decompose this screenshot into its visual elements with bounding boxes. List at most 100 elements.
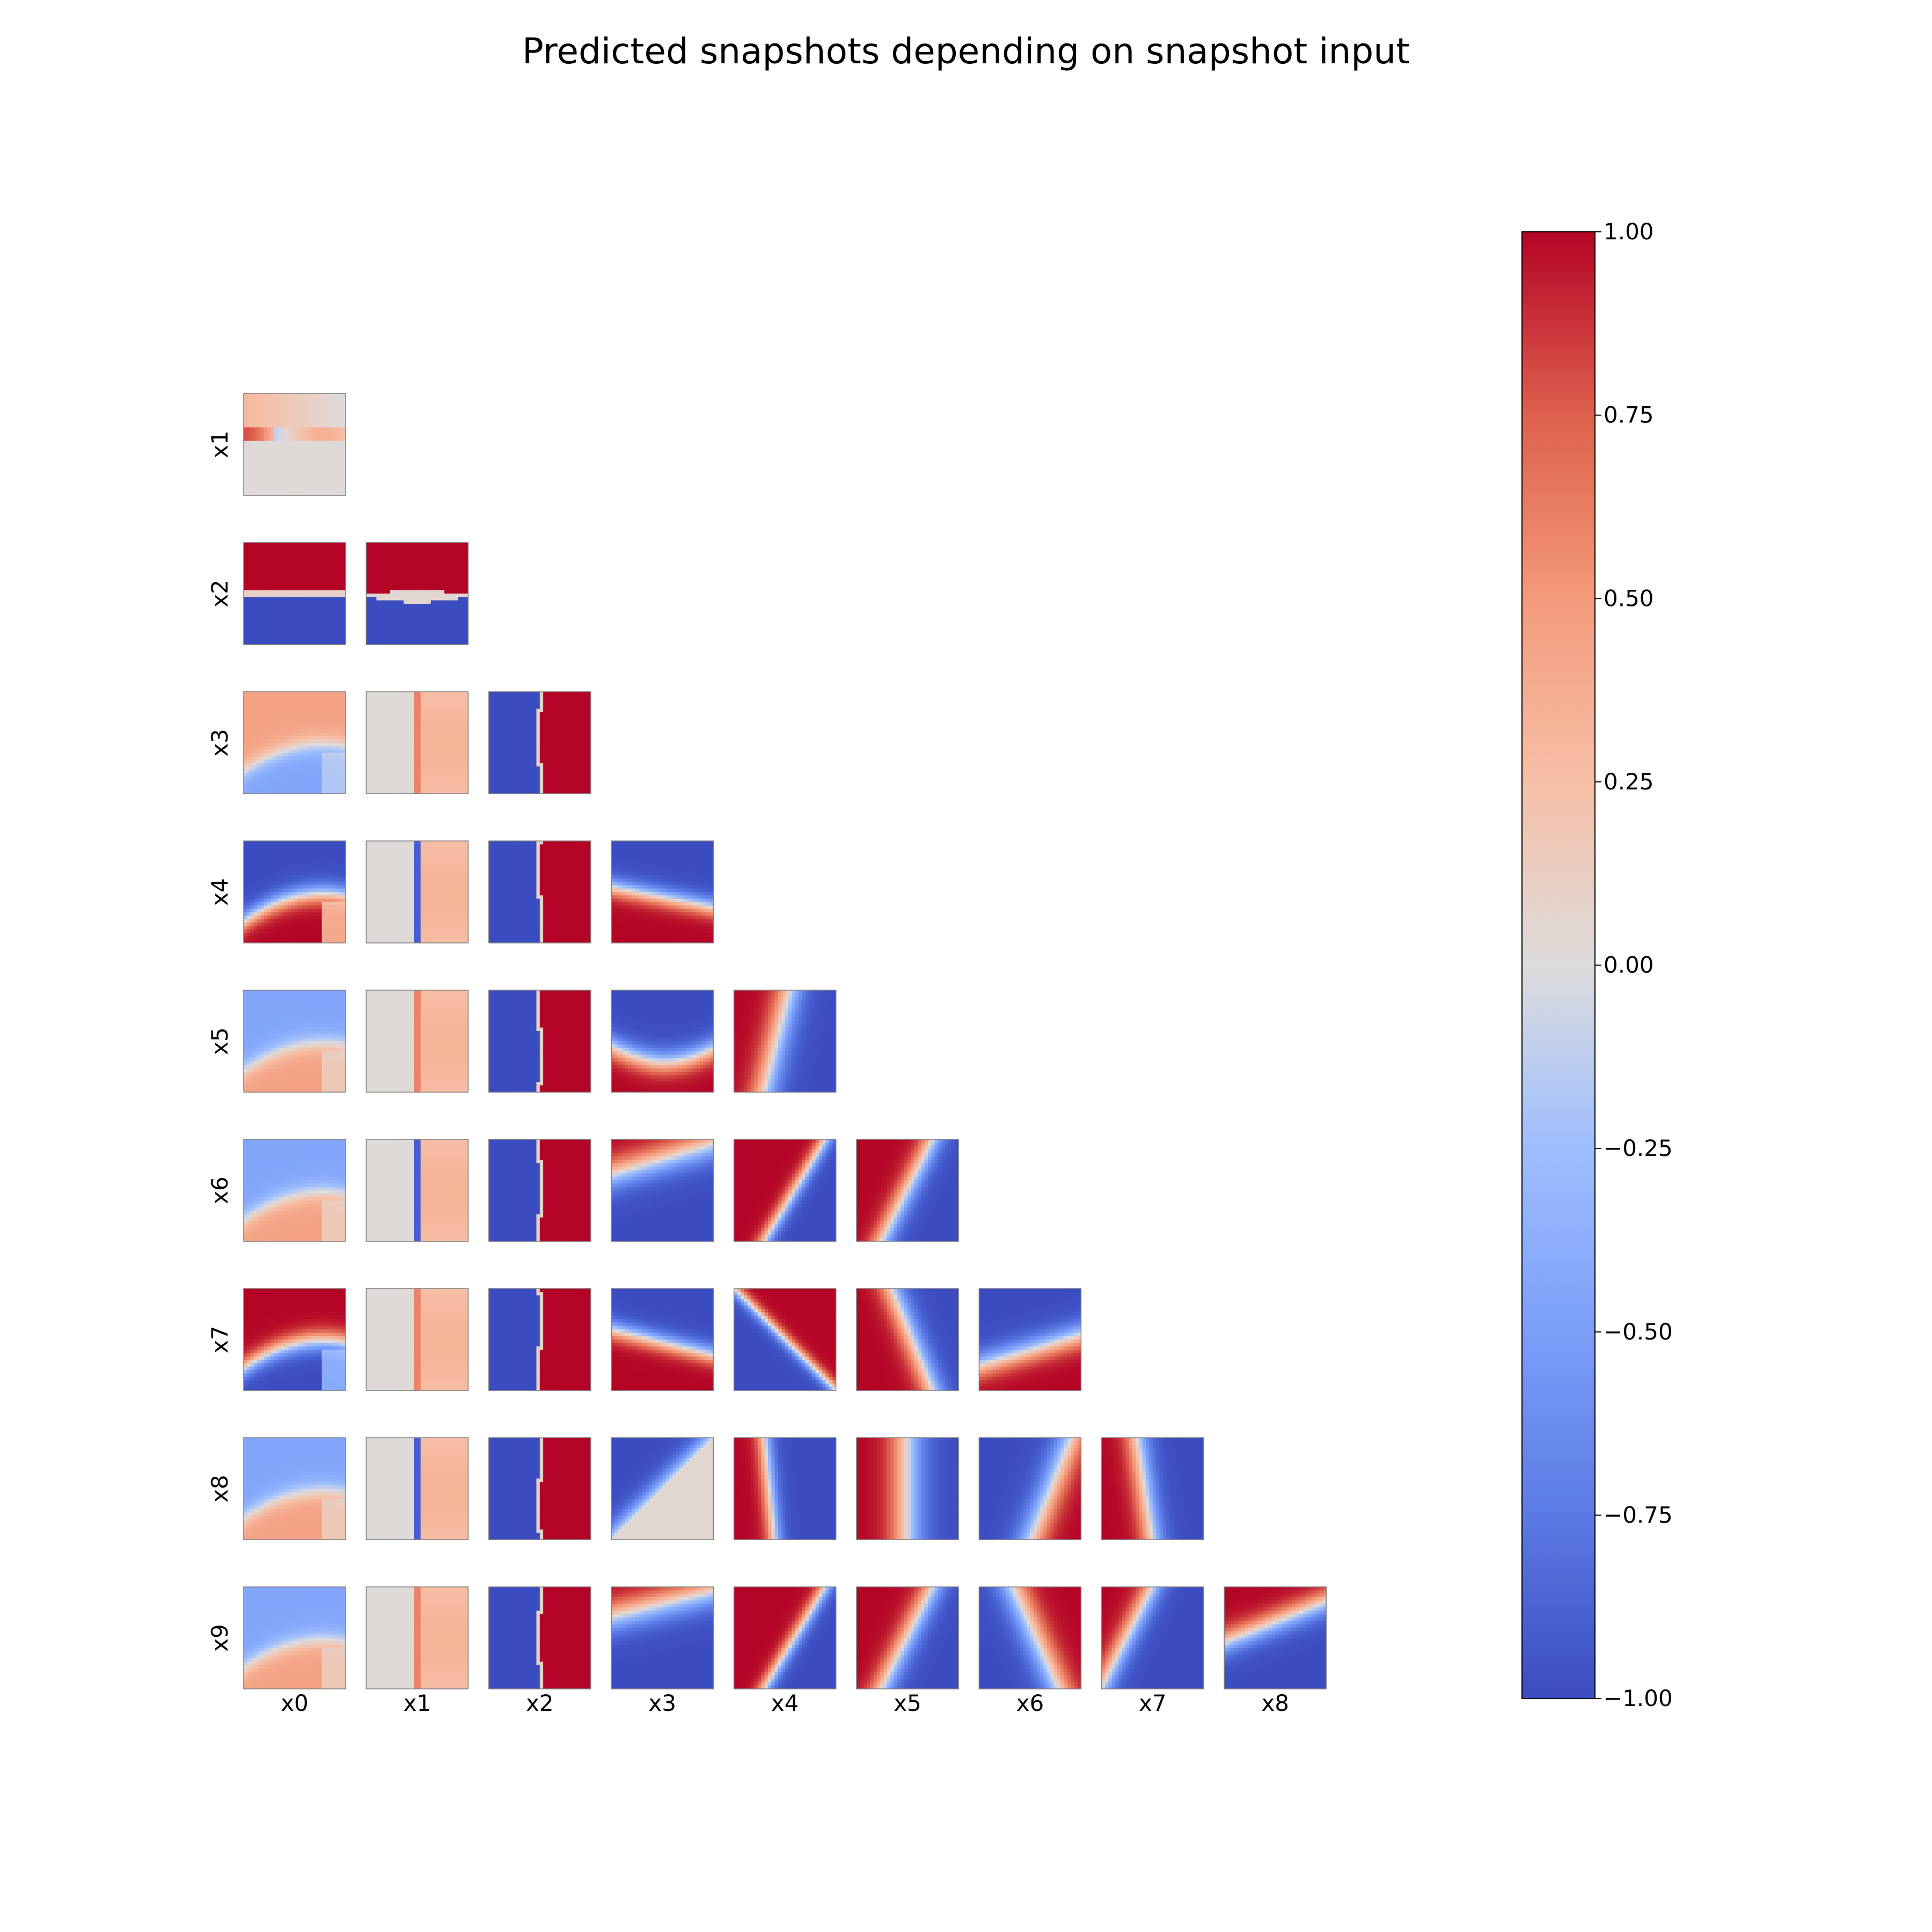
panel-x4-vs-x3 <box>611 840 714 943</box>
panel-x7-vs-x3 <box>611 1288 714 1391</box>
panel-frame <box>365 1437 469 1540</box>
panel-frame <box>856 1139 959 1242</box>
panel-frame <box>365 1288 469 1391</box>
panel-x8-vs-x5 <box>856 1437 959 1540</box>
panel-x4-vs-x1 <box>365 840 469 943</box>
panel-frame <box>365 542 469 645</box>
colorbar-tick-label: 1.00 <box>1604 218 1654 245</box>
panel-frame <box>243 840 346 943</box>
panel-frame <box>488 840 591 943</box>
panel-frame <box>243 1139 346 1242</box>
row-labels: x1 x2 x3 x4 x5 x6 x7 x8 x9 <box>207 430 233 1652</box>
colorbar-tick-label: 0.25 <box>1604 769 1654 795</box>
panel-x8-vs-x1 <box>365 1437 469 1540</box>
colorbar-tick-label: −0.75 <box>1604 1502 1673 1528</box>
panel-x7-vs-x4 <box>733 1288 837 1391</box>
col-label-x1: x1 <box>404 1690 431 1716</box>
panel-frame <box>856 1586 959 1689</box>
panel-frame <box>611 1139 714 1242</box>
panel-frame <box>978 1586 1082 1689</box>
panel-x4-vs-x0 <box>243 840 346 943</box>
panel-frame <box>611 990 714 1093</box>
panel-x3-vs-x2 <box>488 691 591 794</box>
row-label-x5: x5 <box>207 1027 233 1055</box>
panel-x9-vs-x5 <box>856 1586 959 1689</box>
row-label-x1: x1 <box>207 430 233 458</box>
panel-x2-vs-x1 <box>365 542 469 645</box>
panel-x9-vs-x4 <box>733 1586 837 1689</box>
panel-x3-vs-x1 <box>365 691 469 794</box>
col-label-x6: x6 <box>1016 1690 1044 1716</box>
colorbar-tick-label: 0.00 <box>1604 952 1654 978</box>
panel-frame <box>365 990 469 1093</box>
panel-frame <box>978 1288 1082 1391</box>
panel-x8-vs-x0 <box>243 1437 346 1540</box>
panel-frame <box>856 1437 959 1540</box>
row-label-x8: x8 <box>207 1475 233 1503</box>
panel-frame <box>488 990 591 1093</box>
row-label-x4: x4 <box>207 878 233 906</box>
panel-frame <box>1101 1586 1204 1689</box>
col-label-x3: x3 <box>648 1690 676 1716</box>
panel-x9-vs-x0 <box>243 1586 346 1689</box>
panel-x9-vs-x2 <box>488 1586 591 1689</box>
panel-frame <box>856 1288 959 1391</box>
column-labels: x0 x1 x2 x3 x4 x5 x6 x7 x8 <box>281 1690 1289 1716</box>
panel-frame <box>488 691 591 794</box>
panel-x5-vs-x4 <box>733 990 837 1093</box>
colorbar-ticks: 1.00 0.75 0.50 0.25 0.00 −0.25 −0.50 −0.75 −1.00 <box>1595 218 1673 1711</box>
panel-frame <box>243 1288 346 1391</box>
panel-x8-vs-x4 <box>733 1437 837 1540</box>
panel-frame <box>243 691 346 794</box>
chart-title: Predicted snapshots depending on snapsho… <box>522 31 1410 72</box>
panel-x7-vs-x2 <box>488 1288 591 1391</box>
panel-x5-vs-x1 <box>365 990 469 1093</box>
colorbar-gradient <box>1522 232 1595 1699</box>
colorbar-tick-label: 0.50 <box>1604 585 1654 611</box>
panel-x6-vs-x1 <box>365 1139 469 1242</box>
row-label-x2: x2 <box>207 580 233 608</box>
panel-frame <box>733 1586 837 1689</box>
panel-x6-vs-x2 <box>488 1139 591 1242</box>
colorbar-tick-label: 0.75 <box>1604 402 1654 428</box>
col-label-x7: x7 <box>1139 1690 1167 1716</box>
panel-x8-vs-x3 <box>611 1437 714 1540</box>
panel-frame <box>611 840 714 943</box>
col-label-x5: x5 <box>894 1690 921 1716</box>
panel-frame <box>365 691 469 794</box>
panel-frame <box>611 1586 714 1689</box>
panel-frame <box>243 542 346 645</box>
row-label-x6: x6 <box>207 1176 233 1204</box>
row-label-x7: x7 <box>207 1326 233 1353</box>
panel-frame <box>1224 1586 1327 1689</box>
col-label-x8: x8 <box>1261 1690 1289 1716</box>
panel-x7-vs-x5 <box>856 1288 959 1391</box>
row-label-x3: x3 <box>207 729 233 757</box>
panel-x9-vs-x6 <box>978 1586 1082 1689</box>
panel-frame <box>243 1437 346 1540</box>
panel-x6-vs-x0 <box>243 1139 346 1242</box>
panel-frame <box>365 1586 469 1689</box>
panel-frame <box>488 1139 591 1242</box>
col-label-x2: x2 <box>526 1690 554 1716</box>
panel-x6-vs-x4 <box>733 1139 837 1242</box>
panel-frame <box>365 840 469 943</box>
panel-x7-vs-x6 <box>978 1288 1082 1391</box>
panel-x9-vs-x1 <box>365 1586 469 1689</box>
panel-x8-vs-x2 <box>488 1437 591 1540</box>
panel-frame <box>1101 1437 1204 1540</box>
panel-x8-vs-x7 <box>1101 1437 1204 1540</box>
panel-x7-vs-x0 <box>243 1288 346 1391</box>
panel-x4-vs-x2 <box>488 840 591 943</box>
panel-frame <box>978 1437 1082 1540</box>
panel-frame <box>488 1288 591 1391</box>
panel-x8-vs-x6 <box>978 1437 1082 1540</box>
panel-frame <box>611 1288 714 1391</box>
col-label-x0: x0 <box>281 1690 309 1716</box>
panel-frame <box>733 990 837 1093</box>
colorbar: 1.00 0.75 0.50 0.25 0.00 −0.25 −0.50 −0.75 −1.00 <box>1521 218 1673 1711</box>
panel-frame <box>365 1139 469 1242</box>
panel-x6-vs-x3 <box>611 1139 714 1242</box>
panel-frame <box>733 1288 837 1391</box>
